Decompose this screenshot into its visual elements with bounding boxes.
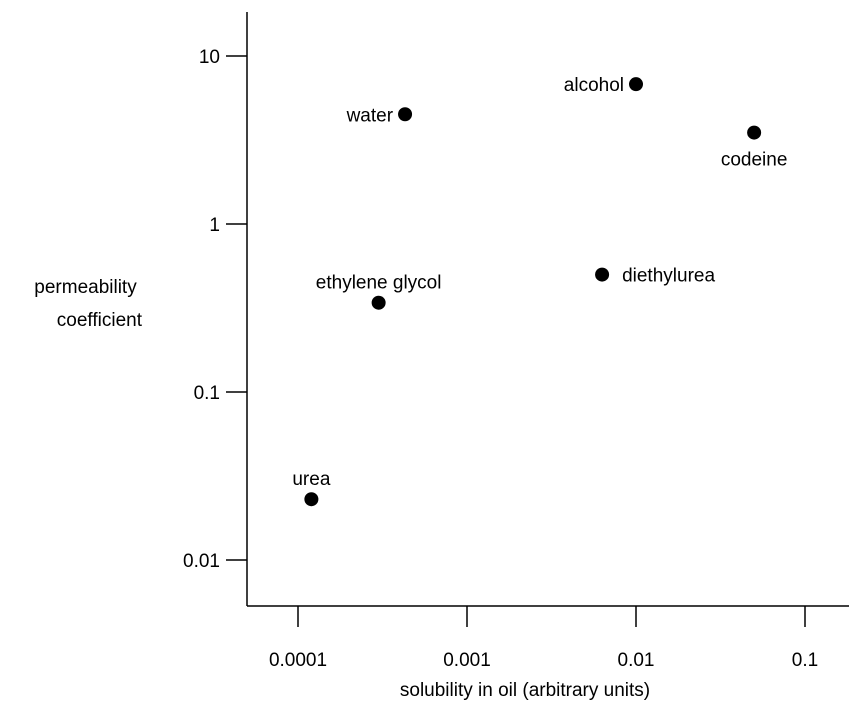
axes — [246, 12, 849, 607]
axis-ticks: 0.01 0.1 1 10 0.0001 0.001 0.01 0.1 — [183, 47, 818, 671]
data-point — [371, 295, 386, 310]
data-point-label: urea — [292, 469, 330, 490]
x-tick-label: 0.0001 — [269, 650, 327, 671]
data-point — [304, 492, 319, 507]
data-point — [747, 125, 762, 140]
data-point — [398, 107, 413, 122]
y-axis-title-line-1: permeability — [34, 277, 137, 298]
data-point — [595, 267, 610, 282]
y-tick-label: 0.01 — [183, 551, 220, 572]
data-point-label: alcohol — [564, 75, 624, 96]
data-point-label: ethylene glycol — [316, 273, 442, 294]
data-point-label: codeine — [721, 150, 788, 171]
data-point-label: diethylurea — [622, 266, 715, 287]
y-tick-label: 10 — [199, 47, 220, 68]
x-tick-label: 0.001 — [443, 650, 491, 671]
y-axis-title-line-2: coefficient — [57, 310, 143, 331]
y-tick-label: 1 — [209, 215, 220, 236]
x-axis-title: solubility in oil (arbitrary units) — [400, 680, 650, 701]
y-tick-label: 0.1 — [194, 383, 220, 404]
x-tick-label: 0.1 — [792, 650, 818, 671]
data-point — [629, 77, 643, 92]
data-point-label: water — [346, 105, 394, 126]
x-tick-label: 0.01 — [618, 650, 655, 671]
data-points: water alcohol codeine ethylene glycol diethy… — [292, 75, 788, 507]
y-axis-title: permeability coefficient — [34, 277, 142, 331]
